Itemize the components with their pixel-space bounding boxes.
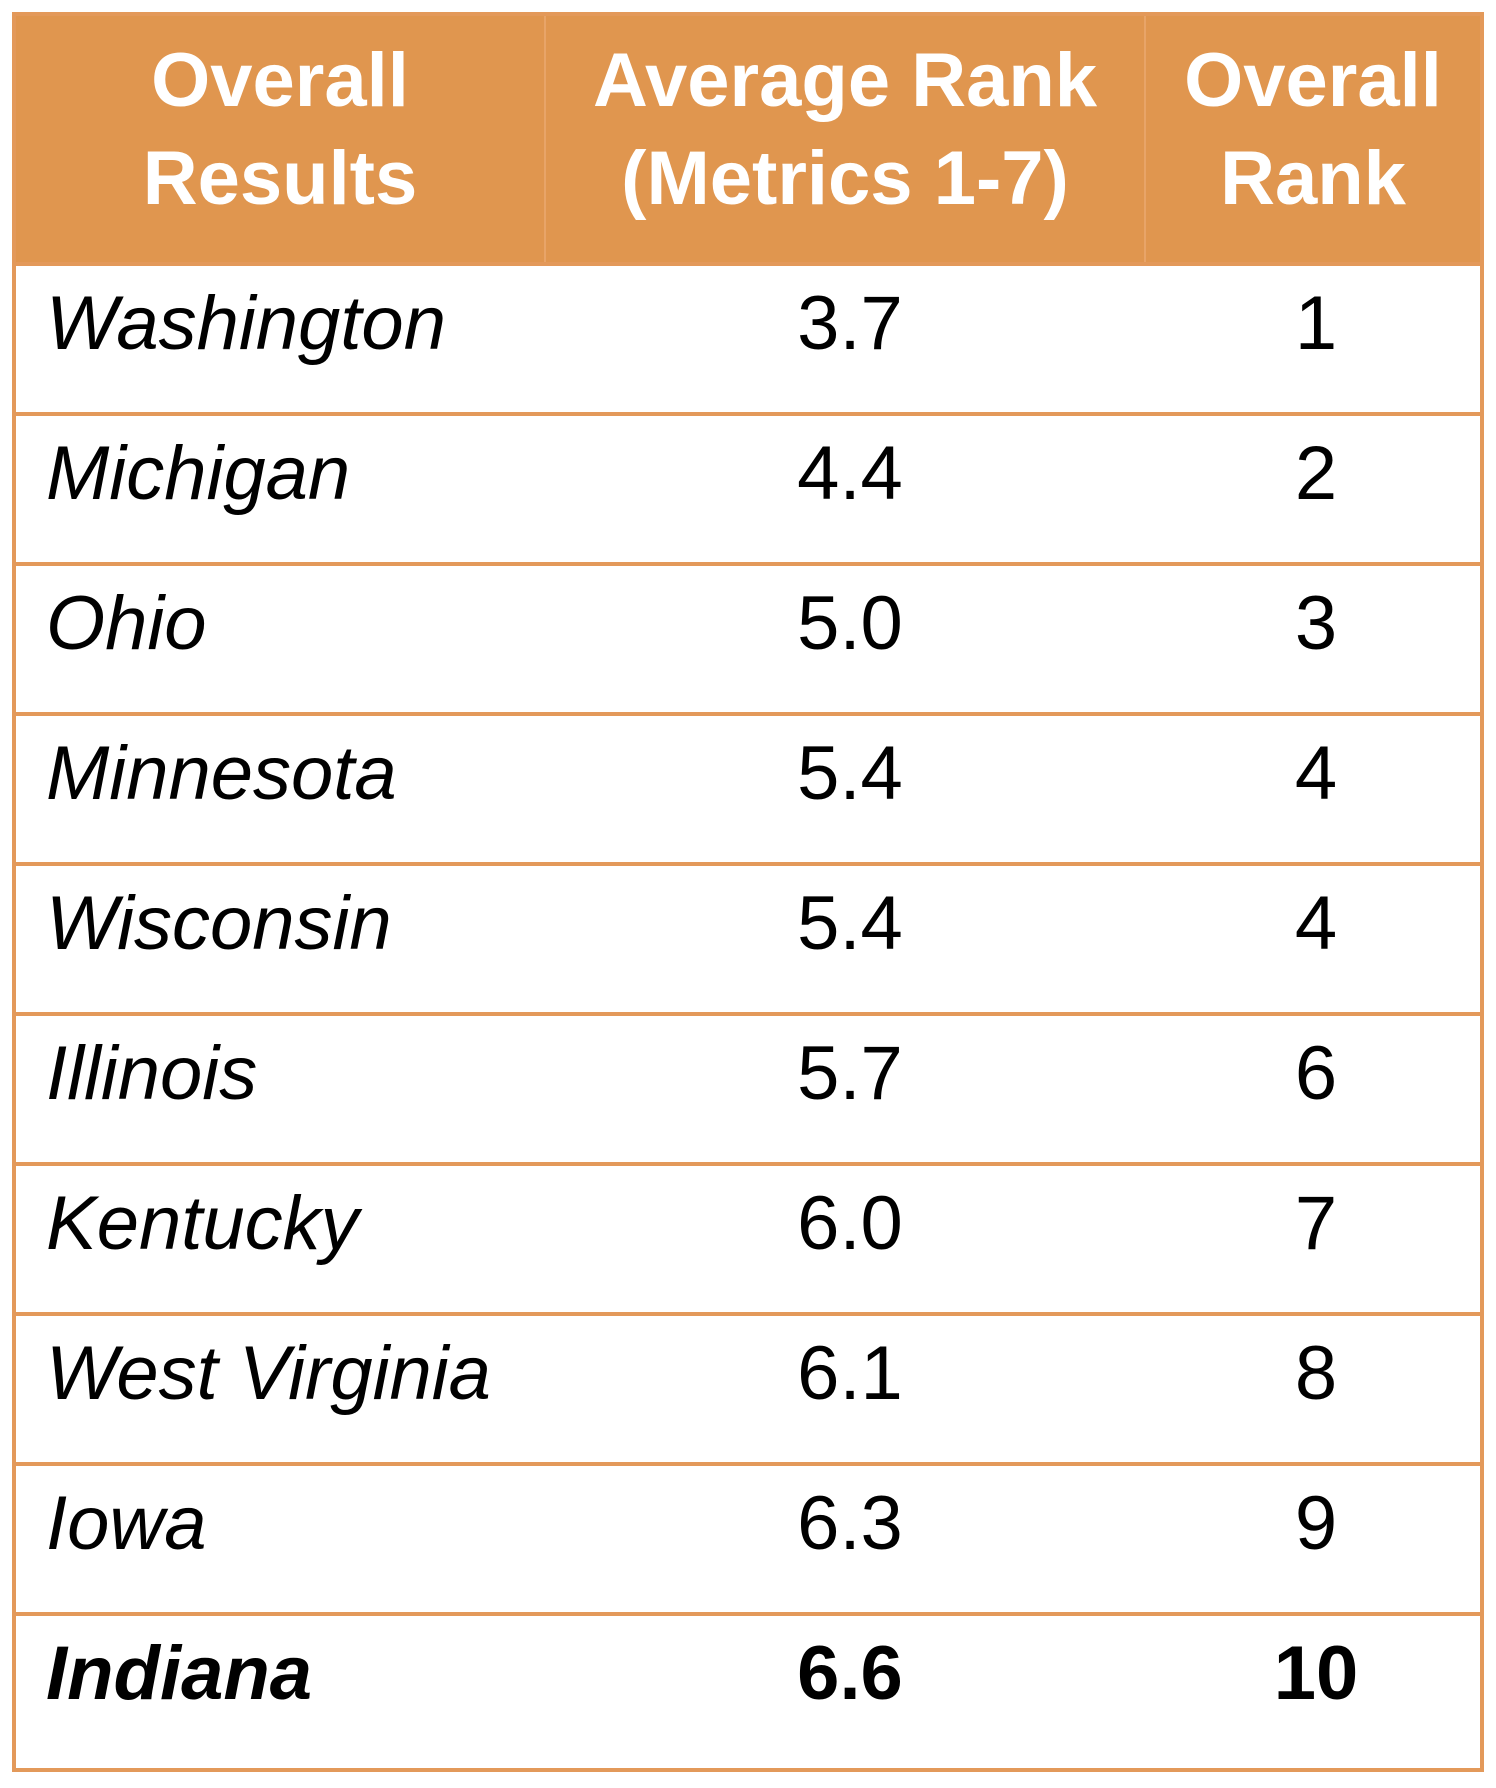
state-name: Michigan xyxy=(46,431,351,516)
table-row: Michigan 4.4 2 xyxy=(16,416,1480,566)
overall-rank-value: 7 xyxy=(1294,1181,1338,1266)
state-name: Minnesota xyxy=(46,731,397,816)
table-row: Kentucky 6.0 7 xyxy=(16,1166,1480,1316)
overall-rank-value: 1 xyxy=(1294,281,1338,366)
overall-rank-value: 3 xyxy=(1294,581,1338,666)
table-row-highlighted: Indiana 6.6 10 xyxy=(16,1616,1480,1768)
state-name: Ohio xyxy=(46,581,207,666)
average-rank-value: 6.1 xyxy=(797,1331,903,1416)
overall-rank-value: 2 xyxy=(1294,431,1338,516)
average-rank-value: 5.7 xyxy=(797,1031,903,1116)
table-row: Illinois 5.7 6 xyxy=(16,1016,1480,1166)
results-table: Overall Results Average Rank (Metrics 1-… xyxy=(12,12,1484,1772)
overall-rank-value: 8 xyxy=(1294,1331,1338,1416)
average-rank-value: 6.0 xyxy=(797,1181,903,1266)
state-name: Indiana xyxy=(46,1631,313,1716)
overall-rank-value: 9 xyxy=(1294,1481,1338,1566)
state-name: Illinois xyxy=(46,1031,258,1116)
average-rank-value: 6.3 xyxy=(797,1481,903,1566)
overall-rank-value: 4 xyxy=(1294,881,1338,966)
average-rank-value: 5.4 xyxy=(797,881,903,966)
average-rank-value: 5.4 xyxy=(797,731,903,816)
average-rank-value: 5.0 xyxy=(797,581,903,666)
overall-rank-value: 10 xyxy=(1273,1631,1359,1716)
table-row: Ohio 5.0 3 xyxy=(16,566,1480,716)
table-row: Iowa 6.3 9 xyxy=(16,1466,1480,1616)
table-row: Washington 3.7 1 xyxy=(16,266,1480,416)
table-row: Wisconsin 5.4 4 xyxy=(16,866,1480,1016)
state-name: Wisconsin xyxy=(46,881,392,966)
average-rank-value: 6.6 xyxy=(797,1631,903,1716)
overall-rank-value: 4 xyxy=(1294,731,1338,816)
header-overall-rank: Overall Rank xyxy=(1184,38,1442,221)
average-rank-value: 4.4 xyxy=(797,431,903,516)
table-row: West Virginia 6.1 8 xyxy=(16,1316,1480,1466)
state-name: Kentucky xyxy=(46,1181,359,1266)
average-rank-value: 3.7 xyxy=(797,281,903,366)
state-name: Iowa xyxy=(46,1481,207,1566)
state-name: West Virginia xyxy=(46,1331,491,1416)
header-average-rank: Average Rank (Metrics 1-7) xyxy=(546,16,1146,262)
table-header-row: Overall Results Average Rank (Metrics 1-… xyxy=(16,16,1480,266)
table-row: Minnesota 5.4 4 xyxy=(16,716,1480,866)
state-name: Washington xyxy=(46,281,446,366)
header-overall-results: Overall Results xyxy=(16,16,546,262)
overall-rank-value: 6 xyxy=(1294,1031,1338,1116)
